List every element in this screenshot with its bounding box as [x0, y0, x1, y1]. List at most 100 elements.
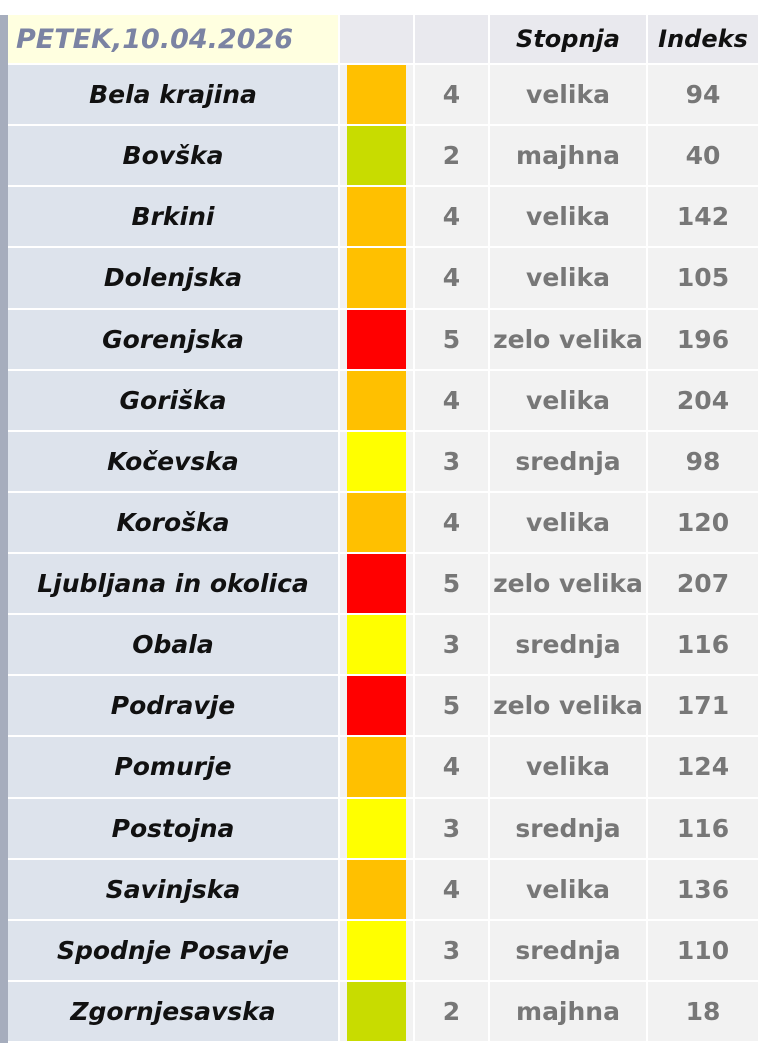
table-row: Bovška 2 majhna 40 [8, 126, 768, 188]
stopnja-text: velika [490, 492, 648, 554]
table-row: Postojna 3 srednja 116 [8, 798, 768, 860]
indeks-value: 124 [648, 737, 760, 799]
region-name: Koroška [8, 492, 340, 554]
level-swatch [347, 920, 406, 980]
level-number: 5 [415, 676, 490, 738]
region-name: Bela krajina [8, 65, 340, 127]
table-row: Ljubljana in okolica 5 zelo velika 207 [8, 554, 768, 616]
region-name: Obala [8, 615, 340, 677]
swatch-cell [340, 492, 415, 554]
level-number: 4 [415, 859, 490, 921]
level-number: 4 [415, 248, 490, 310]
indeks-value: 196 [648, 309, 760, 371]
swatch-cell [340, 187, 415, 249]
swatch-cell [340, 981, 415, 1043]
level-swatch [347, 798, 406, 858]
region-name: Gorenjska [8, 309, 340, 371]
indeks-value: 142 [648, 187, 760, 249]
indeks-value: 204 [648, 370, 760, 432]
region-name: Brkini [8, 187, 340, 249]
region-name: Savinjska [8, 859, 340, 921]
level-swatch [347, 554, 406, 614]
indeks-header: Indeks [648, 15, 760, 65]
stopnja-text: majhna [490, 981, 648, 1043]
swatch-cell [340, 676, 415, 738]
indeks-value: 120 [648, 492, 760, 554]
stopnja-text: srednja [490, 431, 648, 493]
region-name: Spodnje Posavje [8, 920, 340, 982]
table-row: Brkini 4 velika 142 [8, 187, 768, 249]
level-swatch [347, 370, 406, 430]
region-name: Pomurje [8, 737, 340, 799]
level-swatch [347, 615, 406, 675]
swatch-cell [340, 309, 415, 371]
indeks-value: 18 [648, 981, 760, 1043]
indeks-value: 40 [648, 126, 760, 188]
stopnja-text: srednja [490, 615, 648, 677]
level-swatch [347, 309, 406, 369]
table-row: Spodnje Posavje 3 srednja 110 [8, 920, 768, 982]
swatch-cell [340, 370, 415, 432]
level-swatch [347, 737, 406, 797]
table-row: Kočevska 3 srednja 98 [8, 431, 768, 493]
indeks-value: 136 [648, 859, 760, 921]
level-number: 3 [415, 798, 490, 860]
table-row: Koroška 4 velika 120 [8, 492, 768, 554]
indeks-value: 105 [648, 248, 760, 310]
level-number: 3 [415, 615, 490, 677]
stopnja-text: srednja [490, 798, 648, 860]
swatch-cell [340, 859, 415, 921]
stopnja-text: velika [490, 187, 648, 249]
region-name: Zgornjesavska [8, 981, 340, 1043]
level-number: 5 [415, 554, 490, 616]
level-swatch [347, 676, 406, 736]
level-swatch [347, 248, 406, 308]
table-row: Dolenjska 4 velika 105 [8, 248, 768, 310]
indeks-value: 98 [648, 431, 760, 493]
indeks-value: 110 [648, 920, 760, 982]
swatch-cell [340, 920, 415, 982]
stopnja-text: velika [490, 859, 648, 921]
header-row: PETEK,10.04.2026 Stopnja Indeks [8, 15, 768, 65]
indeks-value: 171 [648, 676, 760, 738]
level-swatch [347, 65, 406, 125]
stopnja-header: Stopnja [490, 15, 648, 65]
level-number: 3 [415, 431, 490, 493]
blank-header [415, 15, 490, 65]
level-number: 4 [415, 370, 490, 432]
swatch-cell [340, 615, 415, 677]
level-swatch [347, 187, 406, 247]
stopnja-text: velika [490, 248, 648, 310]
region-name: Postojna [8, 798, 340, 860]
swatch-cell [340, 126, 415, 188]
table-row: Savinjska 4 velika 136 [8, 859, 768, 921]
stopnja-text: zelo velika [490, 554, 648, 616]
level-number: 5 [415, 309, 490, 371]
table-row: Podravje 5 zelo velika 171 [8, 676, 768, 738]
swatch-cell [340, 737, 415, 799]
level-number: 2 [415, 981, 490, 1043]
stopnja-text: velika [490, 737, 648, 799]
level-number: 4 [415, 737, 490, 799]
swatch-cell [340, 431, 415, 493]
table: PETEK,10.04.2026 Stopnja Indeks Bela kra… [0, 15, 768, 1043]
level-swatch [347, 981, 406, 1041]
stopnja-text: velika [490, 370, 648, 432]
stopnja-text: velika [490, 65, 648, 127]
indeks-value: 116 [648, 615, 760, 677]
swatch-cell [340, 554, 415, 616]
swatch-cell [340, 248, 415, 310]
region-name: Kočevska [8, 431, 340, 493]
table-row: Zgornjesavska 2 majhna 18 [8, 981, 768, 1043]
table-row: Goriška 4 velika 204 [8, 370, 768, 432]
level-number: 4 [415, 187, 490, 249]
stopnja-text: majhna [490, 126, 648, 188]
date-header: PETEK,10.04.2026 [8, 15, 340, 65]
swatch-cell [340, 798, 415, 860]
level-swatch [347, 492, 406, 552]
indeks-value: 94 [648, 65, 760, 127]
level-number: 2 [415, 126, 490, 188]
stopnja-text: srednja [490, 920, 648, 982]
level-number: 4 [415, 65, 490, 127]
